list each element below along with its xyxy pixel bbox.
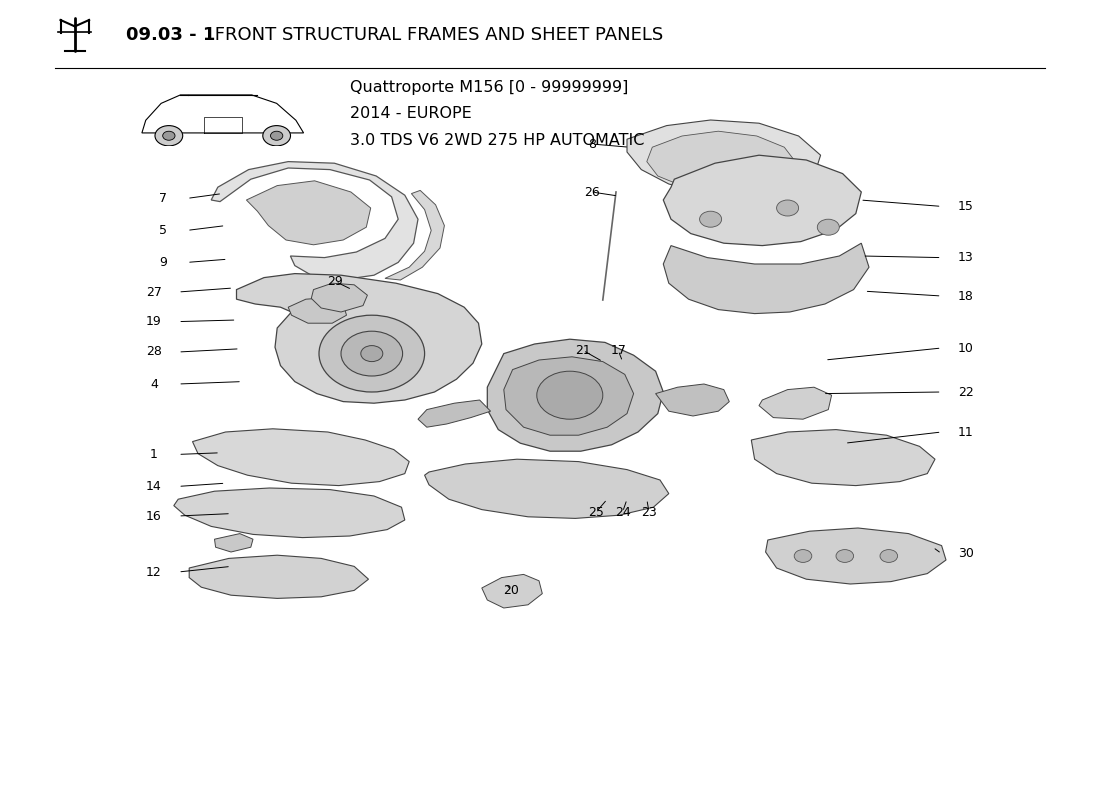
Polygon shape — [246, 181, 371, 245]
Text: 23: 23 — [641, 506, 657, 518]
Polygon shape — [487, 339, 663, 451]
Text: 21: 21 — [575, 344, 591, 357]
Text: 2014 - EUROPE: 2014 - EUROPE — [350, 106, 472, 122]
Polygon shape — [385, 190, 444, 280]
Text: 9: 9 — [158, 256, 167, 269]
Polygon shape — [663, 155, 861, 246]
Circle shape — [155, 126, 183, 146]
Text: 24: 24 — [615, 506, 630, 518]
Text: 16: 16 — [146, 510, 162, 522]
Polygon shape — [174, 488, 405, 538]
Polygon shape — [647, 131, 795, 190]
Text: 18: 18 — [958, 290, 974, 302]
Text: 20: 20 — [504, 584, 519, 597]
Text: 12: 12 — [146, 566, 162, 578]
Text: 8: 8 — [587, 138, 596, 150]
Circle shape — [263, 126, 290, 146]
Polygon shape — [418, 400, 491, 427]
Text: 19: 19 — [146, 315, 162, 328]
Text: 26: 26 — [584, 186, 600, 198]
Polygon shape — [425, 459, 669, 518]
Circle shape — [319, 315, 425, 392]
Polygon shape — [214, 534, 253, 552]
Text: 25: 25 — [588, 506, 604, 518]
Polygon shape — [189, 555, 368, 598]
Text: 3.0 TDS V6 2WD 275 HP AUTOMATIC: 3.0 TDS V6 2WD 275 HP AUTOMATIC — [350, 133, 645, 148]
Text: 4: 4 — [150, 378, 158, 390]
Polygon shape — [211, 162, 418, 280]
Text: 1: 1 — [150, 448, 158, 461]
Circle shape — [836, 550, 854, 562]
Polygon shape — [627, 120, 821, 195]
Text: 17: 17 — [610, 344, 626, 357]
Text: 22: 22 — [958, 386, 974, 398]
Polygon shape — [482, 574, 542, 608]
Text: 10: 10 — [958, 342, 974, 354]
Polygon shape — [236, 274, 482, 403]
Circle shape — [700, 211, 722, 227]
Text: 11: 11 — [958, 426, 974, 438]
Circle shape — [817, 219, 839, 235]
Circle shape — [361, 346, 383, 362]
Polygon shape — [288, 298, 346, 323]
Circle shape — [341, 331, 403, 376]
Polygon shape — [656, 384, 729, 416]
Text: 14: 14 — [146, 480, 162, 493]
Polygon shape — [663, 243, 869, 314]
Circle shape — [271, 131, 283, 140]
Text: 29: 29 — [328, 275, 343, 288]
Polygon shape — [504, 357, 634, 435]
Polygon shape — [751, 430, 935, 486]
Polygon shape — [766, 528, 946, 584]
Polygon shape — [192, 429, 409, 486]
Text: 30: 30 — [958, 547, 974, 560]
Circle shape — [163, 131, 175, 140]
Text: 28: 28 — [146, 346, 162, 358]
Text: 09.03 - 1: 09.03 - 1 — [126, 26, 216, 44]
Text: 5: 5 — [158, 224, 167, 237]
Text: FRONT STRUCTURAL FRAMES AND SHEET PANELS: FRONT STRUCTURAL FRAMES AND SHEET PANELS — [209, 26, 663, 44]
Text: Quattroporte M156 [0 - 99999999]: Quattroporte M156 [0 - 99999999] — [350, 80, 628, 95]
Circle shape — [794, 550, 812, 562]
Circle shape — [777, 200, 799, 216]
Polygon shape — [759, 387, 832, 419]
Text: 7: 7 — [158, 192, 167, 205]
Text: 13: 13 — [958, 251, 974, 264]
Polygon shape — [311, 283, 367, 312]
Circle shape — [880, 550, 898, 562]
Text: 27: 27 — [146, 286, 162, 298]
Text: 15: 15 — [958, 200, 974, 213]
Circle shape — [537, 371, 603, 419]
